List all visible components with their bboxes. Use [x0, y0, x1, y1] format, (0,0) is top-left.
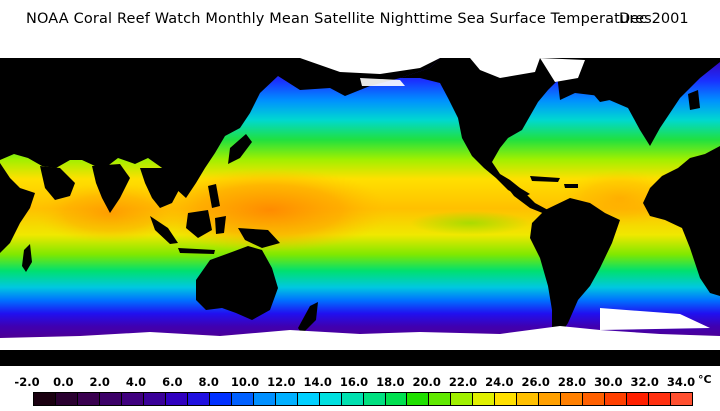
legend-swatch: [121, 393, 144, 405]
africa: [643, 146, 720, 296]
borneo: [186, 210, 212, 238]
legend-swatch: [297, 393, 320, 405]
baffin-ice: [540, 58, 585, 82]
central-america: [500, 178, 548, 214]
legend-tick-label: 32.0: [630, 375, 659, 389]
legend-swatch: [253, 393, 276, 405]
legend-swatch: [55, 393, 78, 405]
legend-swatch: [517, 393, 540, 405]
arabia: [40, 166, 75, 200]
weddell-ice: [600, 308, 710, 330]
sulawesi: [215, 216, 226, 234]
legend-tick-label: 0.0: [53, 375, 74, 389]
legend-tick-label: 2.0: [89, 375, 110, 389]
africa-east: [0, 163, 35, 253]
australia: [196, 246, 278, 320]
legend-swatch: [561, 393, 584, 405]
legend-tick-label: 10.0: [230, 375, 260, 389]
legend-swatch: [451, 393, 474, 405]
title-text: NOAA Coral Reef Watch Monthly Mean Satel…: [26, 11, 652, 27]
legend-tick-label: 24.0: [485, 375, 514, 389]
legend-tick-label: 28.0: [557, 375, 587, 389]
legend-swatch: [649, 393, 672, 405]
hudson-ice: [470, 58, 540, 78]
bering-ice: [360, 78, 405, 86]
sea-ice: [0, 38, 720, 350]
legend-tick-label: 34.0: [666, 375, 696, 389]
iceland: [648, 78, 664, 86]
legend-swatch: [495, 393, 518, 405]
legend-tick-label: 20.0: [412, 375, 441, 389]
legend-swatch: [319, 393, 342, 405]
legend-swatch: [143, 393, 166, 405]
legend-tick-label: -2.0: [14, 375, 40, 389]
legend-swatch: [407, 393, 430, 405]
legend-swatch: [165, 393, 188, 405]
north-america: [400, 58, 560, 198]
title-date: Dec 2001: [619, 11, 689, 27]
legend-tick-label: 14.0: [303, 375, 332, 389]
antarctic-ice-shelf: [0, 326, 720, 350]
legend-tick-label: 12.0: [267, 375, 296, 389]
sst-world-map: [0, 38, 720, 366]
legend-tick-label: 26.0: [521, 375, 550, 389]
legend-swatch: [77, 393, 100, 405]
legend-swatch: [209, 393, 232, 405]
legend-swatch: [473, 393, 496, 405]
legend-tick-label: 30.0: [594, 375, 623, 389]
legend-swatch: [187, 393, 210, 405]
eastern-pacific-cold-tongue: [410, 211, 530, 235]
legend-tick-label: 22.0: [448, 375, 478, 389]
greenland: [580, 60, 640, 102]
legend-tick-label: 4.0: [125, 375, 147, 389]
india: [92, 164, 130, 213]
legend-tick-label: 8.0: [198, 375, 219, 389]
eurasia: [0, 58, 720, 198]
legend-swatch: [583, 393, 606, 405]
legend-tick-label: 18.0: [376, 375, 405, 389]
legend-swatch: [671, 393, 693, 405]
legend-swatch: [275, 393, 298, 405]
legend-swatch: [605, 393, 628, 405]
legend-swatch: [627, 393, 650, 405]
legend-tick-label: 6.0: [162, 375, 183, 389]
legend-swatch: [429, 393, 452, 405]
legend-unit: °C: [698, 373, 712, 386]
java: [178, 248, 215, 254]
sumatra: [150, 216, 178, 244]
hispaniola: [564, 184, 578, 188]
legend-swatch: [539, 393, 562, 405]
legend-color-bar: [33, 392, 693, 406]
cuba: [530, 176, 560, 182]
arctic-ice: [0, 38, 720, 58]
map-title: NOAA Coral Reef Watch Monthly Mean Satel…: [0, 11, 720, 33]
new-guinea: [238, 228, 280, 248]
legend-swatch: [363, 393, 386, 405]
madagascar: [22, 244, 32, 272]
temperature-legend: -2.0 0.0 2.0 4.0 6.0 8.0 10.0 12.0 14.0 16.0 18.0 2…: [0, 370, 720, 411]
legend-swatch: [34, 393, 56, 405]
south-america: [530, 198, 620, 338]
legend-swatch: [385, 393, 408, 405]
legend-swatch: [231, 393, 254, 405]
legend-swatch: [99, 393, 122, 405]
legend-tick-label: 16.0: [339, 375, 369, 389]
indochina: [140, 168, 180, 208]
legend-swatch: [341, 393, 364, 405]
japan: [228, 134, 252, 164]
great-britain: [688, 90, 700, 110]
philippines: [208, 184, 220, 208]
new-zealand: [298, 302, 318, 334]
siberian-ice: [300, 58, 440, 74]
